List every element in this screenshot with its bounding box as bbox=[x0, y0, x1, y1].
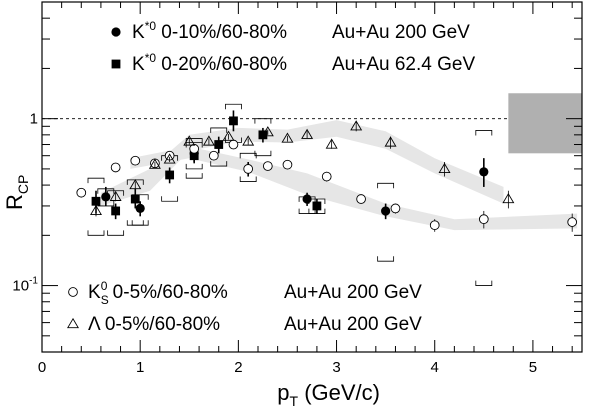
legend-marker bbox=[67, 317, 79, 329]
normalization-box bbox=[508, 93, 582, 154]
data-point bbox=[384, 136, 397, 147]
data-point bbox=[429, 220, 440, 231]
legend-marker bbox=[111, 27, 121, 37]
data-point bbox=[261, 126, 274, 137]
legend-marker bbox=[68, 287, 78, 297]
legend-label: KS0 0-5%/60-80% bbox=[88, 279, 228, 307]
data-point bbox=[438, 162, 451, 174]
data-point bbox=[325, 138, 338, 149]
data-point bbox=[502, 192, 515, 204]
data-point bbox=[262, 161, 273, 171]
series-3 bbox=[90, 120, 515, 217]
data-point bbox=[208, 150, 219, 161]
data-point bbox=[243, 164, 254, 174]
plot-frame bbox=[41, 1, 583, 353]
data-point bbox=[301, 128, 314, 139]
legend-label: Λ 0-5%/60-80% bbox=[88, 314, 220, 335]
systematic-bracket bbox=[87, 177, 105, 236]
systematic-bands bbox=[100, 120, 578, 231]
data-point bbox=[130, 194, 140, 204]
y-axis-title: RCP bbox=[2, 175, 31, 210]
legends: K*0 0-10%/60-80% Au+Au 200 GeV K*0 0-20%/6… bbox=[67, 19, 475, 335]
data-point bbox=[302, 194, 312, 204]
x-tick-label: 0 bbox=[38, 359, 46, 376]
data-point bbox=[567, 217, 578, 227]
data-point bbox=[101, 192, 111, 202]
data-point bbox=[135, 203, 145, 213]
x-tick-label: 1 bbox=[136, 359, 144, 376]
x-tick-label: 4 bbox=[431, 359, 439, 376]
data-point bbox=[91, 196, 101, 206]
data-point bbox=[189, 151, 199, 161]
legend-kstar-200: K*0 0-10%/60-80% Au+Au 200 GeV bbox=[111, 19, 470, 43]
data-point bbox=[478, 214, 489, 225]
data-point bbox=[202, 135, 215, 146]
systematic-bracket bbox=[254, 118, 272, 157]
legend-kstar-624: K*0 0-20%/60-80% Au+Au 62.4 GeV bbox=[111, 51, 475, 75]
systematic-bracket bbox=[210, 127, 228, 167]
legend-system: Au+Au 62.4 GeV bbox=[332, 54, 475, 75]
data-point bbox=[242, 135, 255, 146]
x-tick-label: 5 bbox=[529, 359, 537, 376]
y-tick-label: 10-1 bbox=[12, 276, 38, 295]
data-point bbox=[350, 120, 363, 131]
x-tick-label: 2 bbox=[234, 359, 242, 376]
legend-lambda: Λ 0-5%/60-80% Au+Au 200 GeV bbox=[67, 314, 422, 335]
data-point bbox=[214, 140, 224, 149]
data-point bbox=[76, 187, 87, 198]
data-point bbox=[281, 132, 294, 143]
systematic-bracket bbox=[475, 130, 493, 286]
legend-system: Au+Au 200 GeV bbox=[284, 282, 422, 303]
legend-k0s: KS0 0-5%/60-80% Au+Au 200 GeV bbox=[68, 279, 422, 307]
data-point bbox=[90, 204, 102, 216]
systematic-bracket bbox=[377, 182, 395, 262]
data-point bbox=[165, 170, 175, 180]
axes: 0 1 2 3 4 5 1 10-1 pT (GeV/c) RCP bbox=[2, 1, 582, 409]
data-point bbox=[228, 139, 239, 150]
data-point bbox=[356, 194, 366, 204]
data-point bbox=[222, 130, 235, 141]
data-point bbox=[111, 206, 121, 216]
x-axis-title: pT (GeV/c) bbox=[277, 380, 380, 409]
data-point bbox=[130, 155, 141, 166]
data-point bbox=[189, 143, 200, 154]
data-point bbox=[479, 167, 489, 177]
legend-label: K*0 0-10%/60-80% bbox=[132, 19, 287, 43]
legend-system: Au+Au 200 GeV bbox=[284, 314, 422, 335]
legend-system: Au+Au 200 GeV bbox=[332, 22, 470, 43]
data-point bbox=[381, 206, 391, 216]
data-point bbox=[109, 190, 122, 201]
x-tick-label: 3 bbox=[332, 359, 340, 376]
normalization-box-group bbox=[508, 93, 582, 154]
data-point bbox=[129, 179, 142, 190]
series-2 bbox=[76, 139, 578, 232]
data-point bbox=[110, 162, 121, 173]
y-tick-label: 1 bbox=[30, 111, 38, 128]
data-point bbox=[163, 153, 176, 164]
band-k0s bbox=[130, 146, 578, 231]
data-point bbox=[390, 203, 401, 214]
data-point bbox=[312, 201, 322, 211]
data-point bbox=[282, 159, 293, 170]
band-lambda bbox=[100, 120, 504, 206]
data-point bbox=[321, 171, 332, 182]
data-series bbox=[76, 103, 578, 286]
data-point bbox=[229, 116, 238, 126]
systematic-bracket bbox=[107, 190, 125, 236]
data-point bbox=[148, 158, 161, 169]
legend-label: K*0 0-20%/60-80% bbox=[132, 51, 287, 75]
data-point bbox=[183, 135, 196, 146]
legend-marker bbox=[111, 59, 121, 69]
